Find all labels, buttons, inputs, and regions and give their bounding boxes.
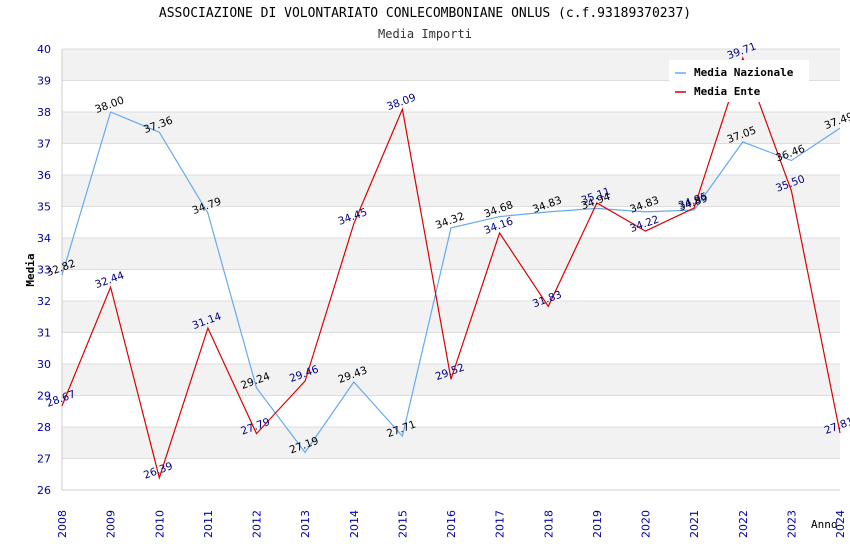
x-tick-label: 2011 [202, 510, 215, 538]
x-tick-label: 2009 [105, 510, 118, 538]
data-label: 32.82 [45, 258, 77, 280]
x-tick-label: 2008 [56, 510, 69, 538]
y-tick-label: 37 [37, 138, 51, 151]
legend-box [669, 60, 809, 102]
y-tick-label: 32 [37, 295, 51, 308]
x-axis-label: Anno [811, 518, 838, 531]
y-tick-label: 29 [37, 390, 51, 403]
grid-band [62, 238, 840, 270]
y-tick-label: 40 [37, 43, 51, 56]
chart-title: ASSOCIAZIONE DI VOLONTARIATO CONLECOMBON… [158, 6, 692, 21]
x-tick-label: 2024 [834, 510, 847, 538]
y-tick-label: 26 [37, 484, 51, 497]
data-label: 34.32 [434, 210, 466, 232]
grid-band [62, 427, 840, 459]
y-tick-labels: 26 27 28 29 30 31 32 33 34 35 36 37 38 39 40 [37, 43, 51, 497]
x-tick-label: 2022 [737, 510, 750, 538]
x-tick-label: 2012 [251, 510, 264, 538]
grid-band [62, 175, 840, 207]
x-tick-label: 2021 [688, 510, 701, 538]
x-tick-label: 2013 [299, 510, 312, 538]
chart-subtitle: Media Importi [378, 27, 472, 41]
y-tick-label: 33 [37, 264, 51, 277]
y-tick-label: 39 [37, 75, 51, 88]
x-tick-label: 2010 [153, 510, 166, 538]
data-label: 38.09 [385, 92, 417, 114]
y-tick-label: 34 [37, 232, 51, 245]
x-tick-labels: 2008 2009 2010 2011 2012 2013 2014 2015 2016 2017… [56, 510, 847, 538]
axes [61, 49, 840, 491]
series-line-media-nazionale [61, 111, 841, 454]
series-lines [61, 56, 841, 480]
data-label: 34.22 [628, 213, 660, 235]
x-tick-label: 2015 [396, 510, 409, 538]
legend-label: Media Nazionale [694, 66, 794, 79]
legend: Media Nazionale Media Ente [669, 60, 809, 102]
y-tick-label: 31 [37, 327, 51, 340]
y-tick-label: 35 [37, 201, 51, 214]
grid-bands [62, 49, 840, 459]
legend-label: Media Ente [694, 85, 761, 98]
x-tick-label: 2017 [494, 510, 507, 538]
data-label: 36.46 [774, 143, 807, 165]
x-tick-label: 2016 [445, 510, 458, 538]
y-tick-label: 27 [37, 453, 51, 466]
data-label: 26.39 [142, 460, 174, 482]
y-tick-label: 28 [37, 421, 51, 434]
x-tick-label: 2014 [348, 510, 361, 538]
x-tick-label: 2020 [640, 510, 653, 538]
y-axis-label: Media [24, 253, 37, 286]
grid-band [62, 112, 840, 144]
y-tick-label: 38 [37, 106, 51, 119]
y-tick-label: 30 [37, 358, 51, 371]
y-tick-label: 36 [37, 169, 51, 182]
x-tick-label: 2023 [785, 510, 798, 538]
data-label: 34.45 [337, 206, 369, 228]
grid-band [62, 301, 840, 333]
x-tick-label: 2018 [542, 510, 555, 538]
x-tick-label: 2019 [591, 510, 604, 538]
series-line-media-ente [61, 56, 841, 480]
